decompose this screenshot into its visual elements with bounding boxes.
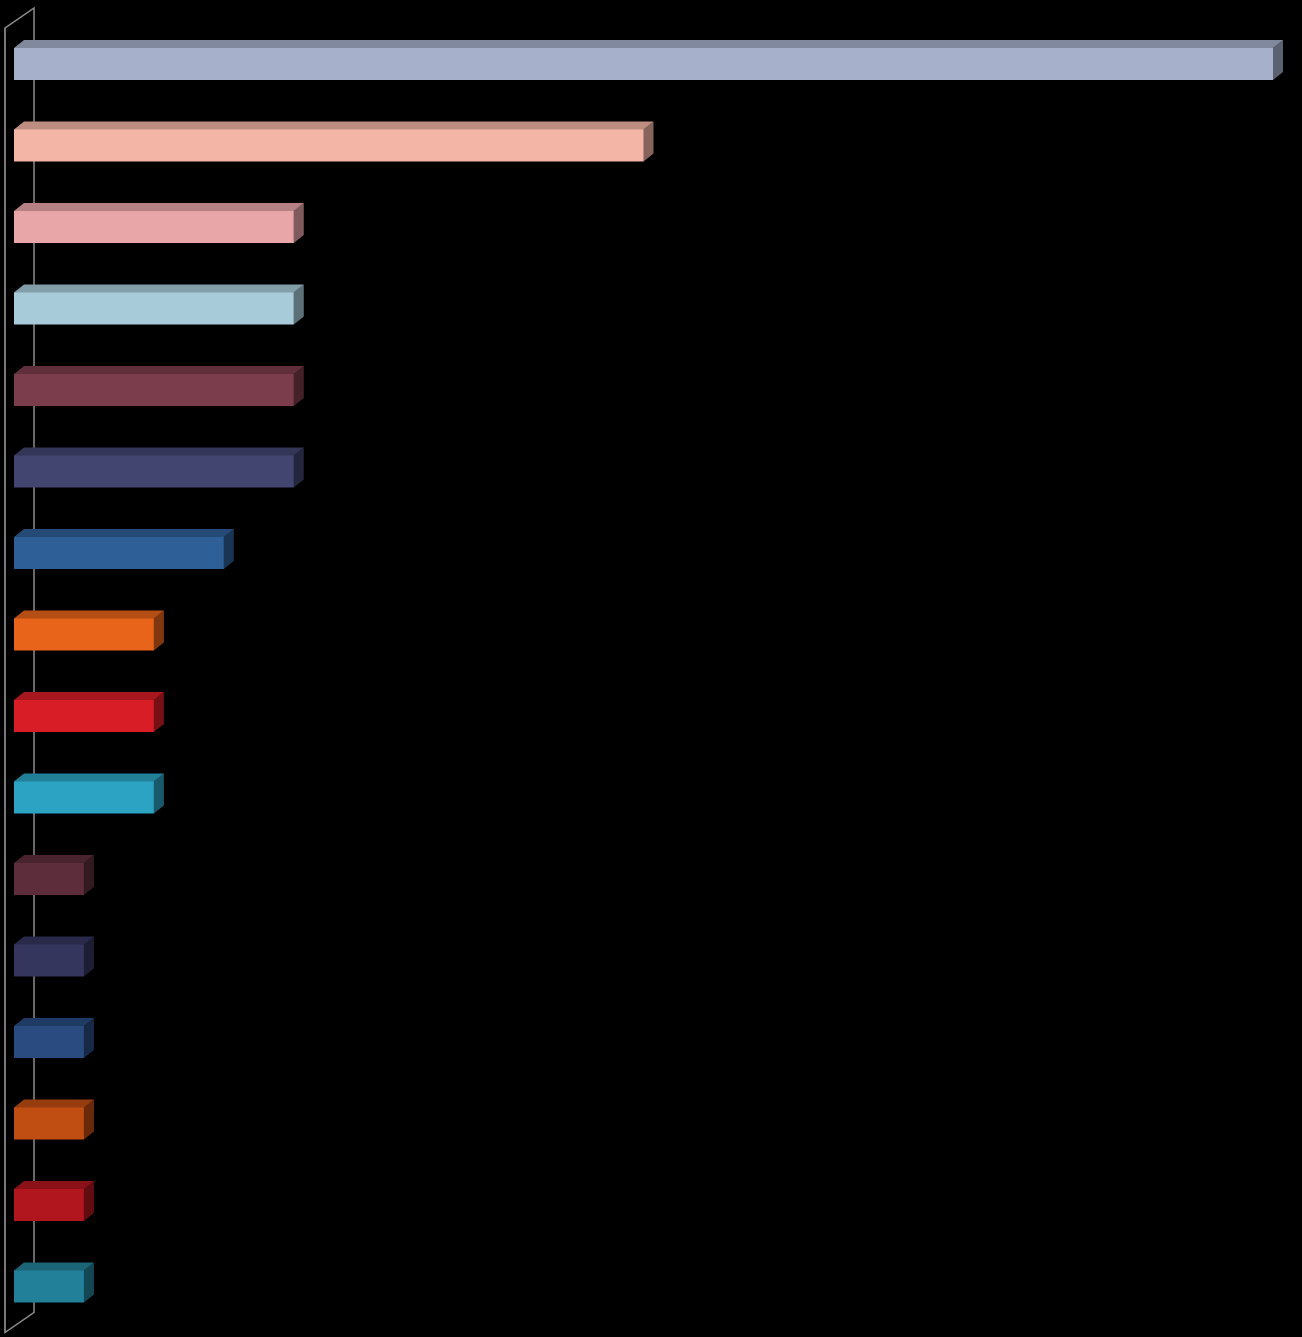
bar-top-face xyxy=(14,366,304,374)
bar-top-face xyxy=(14,1099,94,1108)
bar-side-face xyxy=(83,855,94,895)
bar-8 xyxy=(14,610,164,651)
bar-front-face xyxy=(14,211,294,243)
bar-4 xyxy=(14,284,304,325)
bar-top-face xyxy=(14,610,164,619)
bar-side-face xyxy=(83,1181,94,1221)
bar-top-face xyxy=(14,121,654,130)
bar-side-face xyxy=(83,1099,94,1140)
bar-front-face xyxy=(14,618,154,651)
bar-top-face xyxy=(14,936,94,945)
bars-group xyxy=(14,40,1283,1303)
bar-13 xyxy=(14,1018,94,1058)
bar-front-face xyxy=(14,1107,84,1140)
bar-2 xyxy=(14,121,654,162)
bar-side-face xyxy=(293,366,304,406)
bar-front-face xyxy=(14,129,644,162)
bar-side-face xyxy=(83,936,94,977)
bar-side-face xyxy=(293,284,304,325)
bar-front-face xyxy=(14,1189,84,1221)
bar-side-face xyxy=(83,1018,94,1058)
bar-3 xyxy=(14,203,304,243)
bar-6 xyxy=(14,447,304,488)
bar-top-face xyxy=(14,1262,94,1271)
bar-front-face xyxy=(14,48,1273,80)
bar-top-face xyxy=(14,1018,94,1026)
bar-top-face xyxy=(14,773,164,782)
bar-front-face xyxy=(14,537,224,569)
bar-top-face xyxy=(14,40,1283,48)
bar-front-face xyxy=(14,781,154,814)
bar-front-face xyxy=(14,944,84,977)
bar-10 xyxy=(14,773,164,814)
bar-15 xyxy=(14,1181,94,1221)
bar-9 xyxy=(14,692,164,732)
bar-top-face xyxy=(14,203,304,211)
bar-front-face xyxy=(14,1026,84,1058)
axis-group xyxy=(4,6,35,1334)
bar-side-face xyxy=(153,610,164,651)
bar-top-face xyxy=(14,284,304,293)
bar-1 xyxy=(14,40,1283,80)
bar-side-face xyxy=(83,1262,94,1303)
bar-11 xyxy=(14,855,94,895)
bar-top-face xyxy=(14,447,304,456)
bar-side-face xyxy=(1273,40,1283,80)
bar-side-face xyxy=(643,121,654,162)
bar-top-face xyxy=(14,692,164,700)
bar-14 xyxy=(14,1099,94,1140)
bar-side-face xyxy=(293,203,304,243)
bar-side-face xyxy=(153,773,164,814)
bar-front-face xyxy=(14,292,294,325)
bar-top-face xyxy=(14,855,94,863)
bar-front-face xyxy=(14,700,154,732)
bar-16 xyxy=(14,1262,94,1303)
bar-front-face xyxy=(14,1270,84,1303)
bar-top-face xyxy=(14,529,234,537)
bar-5 xyxy=(14,366,304,406)
bar-side-face xyxy=(153,692,164,732)
bar-front-face xyxy=(14,455,294,488)
bar-side-face xyxy=(293,447,304,488)
bar-top-face xyxy=(14,1181,94,1189)
bar-front-face xyxy=(14,374,294,406)
bar-side-face xyxy=(223,529,234,569)
bar-12 xyxy=(14,936,94,977)
bar-front-face xyxy=(14,863,84,895)
bar-7 xyxy=(14,529,234,569)
